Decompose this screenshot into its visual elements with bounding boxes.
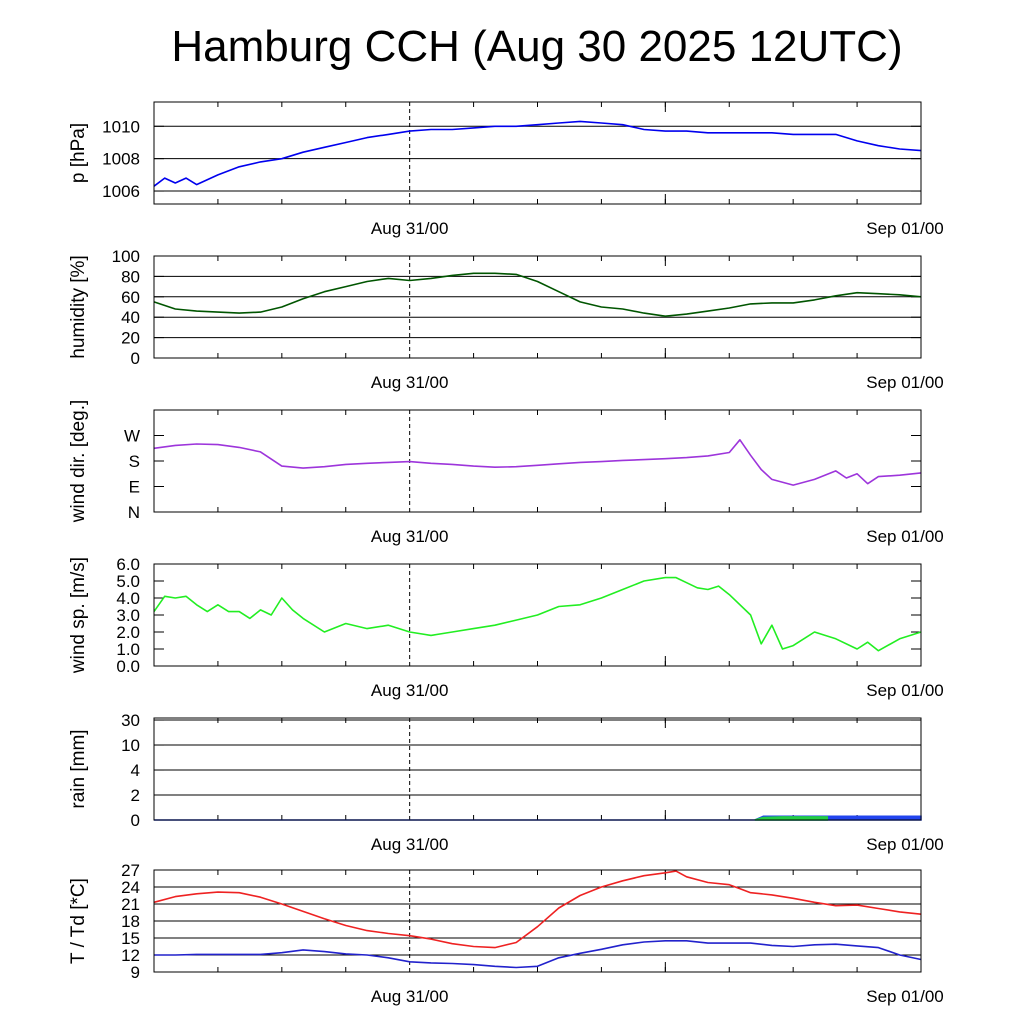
ytick-label-4-2: 4 <box>131 761 140 780</box>
xtick-label-2-0: Aug 31/00 <box>371 527 449 546</box>
xtick-label-4-1: Sep 01/00 <box>866 835 944 854</box>
ytick-label-5-5: 24 <box>121 878 140 897</box>
plot-frame-1 <box>153 255 922 359</box>
ytick-label-2-3: W <box>124 427 140 446</box>
plot-frame-5 <box>153 869 922 973</box>
ytick-label-5-3: 18 <box>121 912 140 931</box>
ylabel-4: rain [mm] <box>68 729 89 808</box>
ytick-label-3-4: 4.0 <box>116 589 140 608</box>
xtick-label-5-0: Aug 31/00 <box>371 987 449 1006</box>
xtick-label-2-1: Sep 01/00 <box>866 527 944 546</box>
ytick-label-4-0: 0 <box>131 811 140 830</box>
plot-frame-3 <box>153 563 922 667</box>
ytick-label-3-3: 3.0 <box>116 606 140 625</box>
ytick-label-3-6: 6.0 <box>116 555 140 574</box>
ytick-label-0-1: 1008 <box>102 150 140 169</box>
series-line-2-0 <box>153 438 922 486</box>
ylabel-3: wind sp. [m/s] <box>68 557 89 674</box>
ytick-label-2-2: S <box>129 452 140 471</box>
ytick-label-3-2: 2.0 <box>116 623 140 642</box>
ytick-label-1-3: 60 <box>121 288 140 307</box>
series-line-5-0 <box>153 870 922 949</box>
ytick-label-2-1: E <box>129 478 140 497</box>
plot-frame-2 <box>153 409 922 513</box>
ytick-label-5-0: 9 <box>131 963 140 982</box>
ylabel-5: T / Td [*C] <box>68 878 89 964</box>
ytick-label-5-2: 15 <box>121 929 140 948</box>
ytick-label-5-1: 12 <box>121 946 140 965</box>
series-line-1-0 <box>153 272 922 318</box>
ytick-label-2-0: N <box>128 503 140 522</box>
ytick-label-1-4: 80 <box>121 267 140 286</box>
ytick-label-1-5: 100 <box>112 247 140 266</box>
xtick-label-5-1: Sep 01/00 <box>866 987 944 1006</box>
series-line-0-0 <box>153 120 922 187</box>
ytick-label-1-1: 20 <box>121 329 140 348</box>
ytick-label-4-4: 30 <box>121 711 140 730</box>
page-title: Hamburg CCH (Aug 30 2025 12UTC) <box>171 22 903 71</box>
plot-frame-4 <box>153 717 922 821</box>
series-line-5-1 <box>154 939 922 969</box>
ytick-label-5-4: 21 <box>121 895 140 914</box>
xtick-label-1-1: Sep 01/00 <box>866 373 944 392</box>
xtick-label-1-0: Aug 31/00 <box>371 373 449 392</box>
ytick-label-3-1: 1.0 <box>116 640 140 659</box>
xtick-label-4-0: Aug 31/00 <box>371 835 449 854</box>
ytick-label-5-6: 27 <box>121 861 140 880</box>
plot-frame-0 <box>153 101 922 205</box>
ytick-label-3-5: 5.0 <box>116 572 140 591</box>
xtick-label-0-0: Aug 31/00 <box>371 219 449 238</box>
ylabel-0: p [hPa] <box>68 123 89 183</box>
xtick-label-0-1: Sep 01/00 <box>866 219 944 238</box>
ytick-label-4-1: 2 <box>131 786 140 805</box>
ytick-label-1-0: 0 <box>131 349 140 368</box>
xtick-label-3-0: Aug 31/00 <box>371 681 449 700</box>
ytick-label-0-2: 1010 <box>102 117 140 136</box>
xtick-label-3-1: Sep 01/00 <box>866 681 944 700</box>
ylabel-1: humidity [%] <box>68 255 89 358</box>
ytick-label-0-0: 1006 <box>102 182 140 201</box>
ytick-label-4-3: 10 <box>121 736 140 755</box>
series-line-3-0 <box>153 576 922 652</box>
ytick-label-1-2: 40 <box>121 308 140 327</box>
ylabel-2: wind dir. [deg.] <box>68 400 89 524</box>
ytick-label-3-0: 0.0 <box>116 657 140 676</box>
